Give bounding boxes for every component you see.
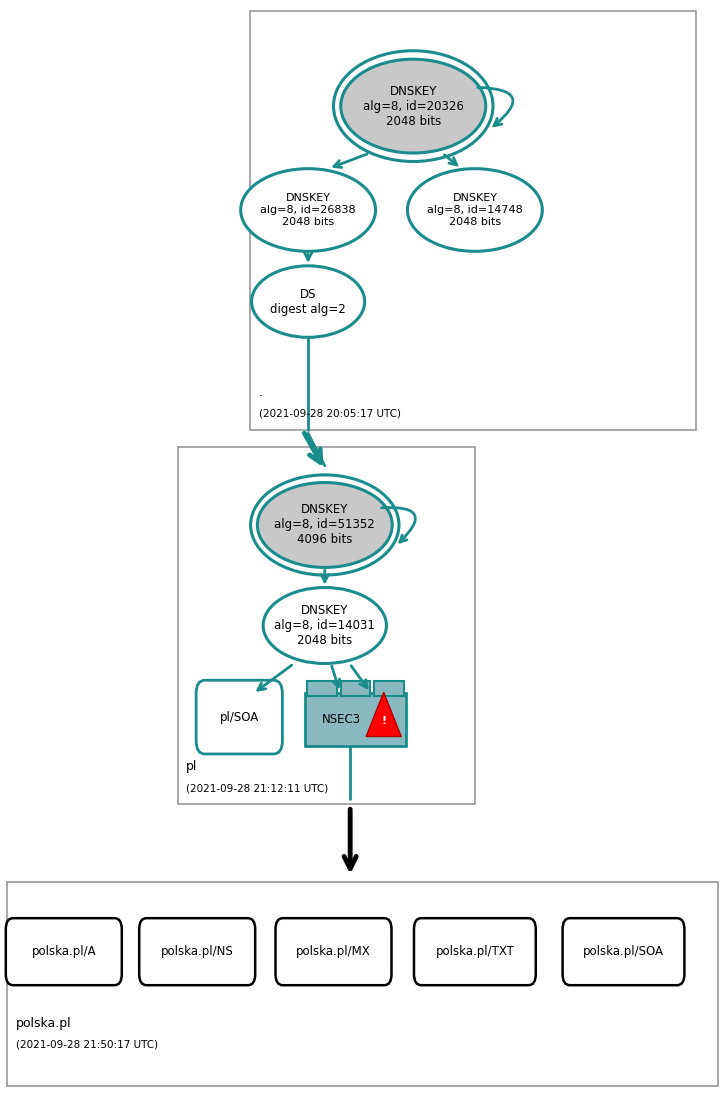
Bar	[250, 11, 696, 430]
Text: DNSKEY
alg=8, id=26838
2048 bits: DNSKEY alg=8, id=26838 2048 bits	[260, 193, 356, 227]
FancyBboxPatch shape	[6, 918, 122, 985]
FancyBboxPatch shape	[196, 680, 282, 754]
Text: (2021-09-28 20:05:17 UTC): (2021-09-28 20:05:17 UTC)	[259, 409, 401, 419]
FancyBboxPatch shape	[276, 918, 392, 985]
Ellipse shape	[241, 169, 376, 251]
Text: DNSKEY
alg=8, id=14031
2048 bits: DNSKEY alg=8, id=14031 2048 bits	[274, 604, 376, 647]
Bar	[7, 882, 718, 1086]
Text: (2021-09-28 21:12:11 UTC): (2021-09-28 21:12:11 UTC)	[186, 783, 328, 793]
FancyBboxPatch shape	[304, 693, 406, 746]
Ellipse shape	[252, 266, 365, 337]
Text: pl: pl	[186, 760, 198, 773]
Text: DNSKEY
alg=8, id=51352
4096 bits: DNSKEY alg=8, id=51352 4096 bits	[275, 504, 375, 546]
Text: pl/SOA: pl/SOA	[220, 710, 259, 724]
FancyBboxPatch shape	[563, 918, 684, 985]
Text: polska.pl/MX: polska.pl/MX	[296, 945, 371, 958]
Text: polska.pl/NS: polska.pl/NS	[161, 945, 233, 958]
Text: polska.pl/TXT: polska.pl/TXT	[436, 945, 514, 958]
Text: polska.pl: polska.pl	[16, 1016, 72, 1030]
Text: (2021-09-28 21:50:17 UTC): (2021-09-28 21:50:17 UTC)	[16, 1040, 158, 1050]
Polygon shape	[366, 693, 401, 736]
Text: DNSKEY
alg=8, id=14748
2048 bits: DNSKEY alg=8, id=14748 2048 bits	[427, 193, 523, 227]
Bar	[178, 447, 475, 804]
Ellipse shape	[341, 59, 486, 153]
Text: .: .	[259, 385, 263, 399]
FancyArrowPatch shape	[478, 87, 513, 126]
FancyBboxPatch shape	[139, 918, 255, 985]
Text: !: !	[381, 716, 386, 726]
Text: DS
digest alg=2: DS digest alg=2	[270, 287, 346, 316]
FancyBboxPatch shape	[414, 918, 536, 985]
Text: polska.pl/A: polska.pl/A	[31, 945, 96, 958]
Ellipse shape	[257, 483, 392, 567]
FancyBboxPatch shape	[374, 681, 404, 696]
Ellipse shape	[263, 588, 386, 663]
Text: polska.pl/SOA: polska.pl/SOA	[583, 945, 664, 958]
Ellipse shape	[407, 169, 542, 251]
FancyArrowPatch shape	[381, 507, 415, 542]
Text: DNSKEY
alg=8, id=20326
2048 bits: DNSKEY alg=8, id=20326 2048 bits	[362, 85, 464, 127]
FancyBboxPatch shape	[307, 681, 337, 696]
FancyBboxPatch shape	[341, 681, 370, 696]
Text: NSEC3: NSEC3	[321, 713, 360, 726]
